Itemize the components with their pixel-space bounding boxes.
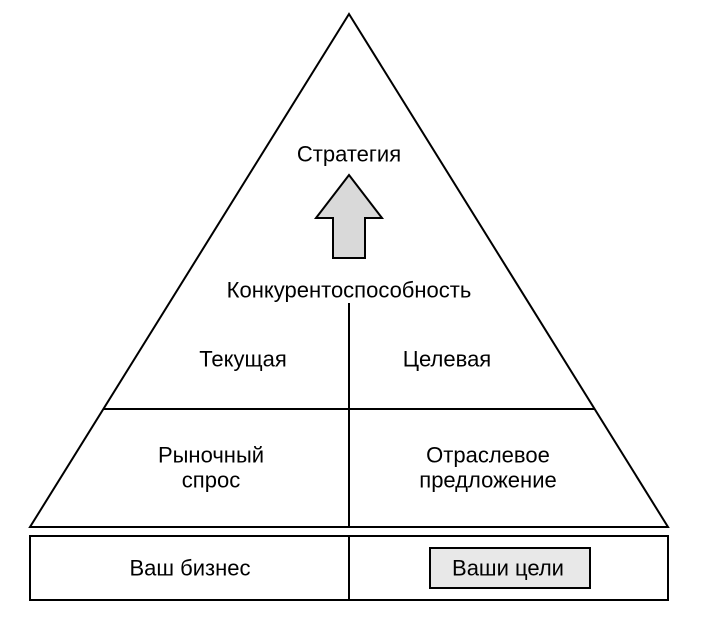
diagram-stage: Стратегия Конкурентоспособность Текущая … xyxy=(0,0,701,617)
label-target: Целевая xyxy=(403,346,491,371)
label-market-demand: Рыночный спрос xyxy=(158,443,264,494)
label-competitiveness: Конкурентоспособность xyxy=(227,277,472,302)
label-industry-offer: Отраслевое предложение xyxy=(419,443,556,494)
label-your-goals: Ваши цели xyxy=(452,555,564,580)
label-current: Текущая xyxy=(199,346,287,371)
arrow-up-icon xyxy=(316,175,382,258)
diagram-svg xyxy=(0,0,701,617)
label-your-business: Ваш бизнес xyxy=(129,555,250,580)
label-strategy: Стратегия xyxy=(297,141,401,166)
